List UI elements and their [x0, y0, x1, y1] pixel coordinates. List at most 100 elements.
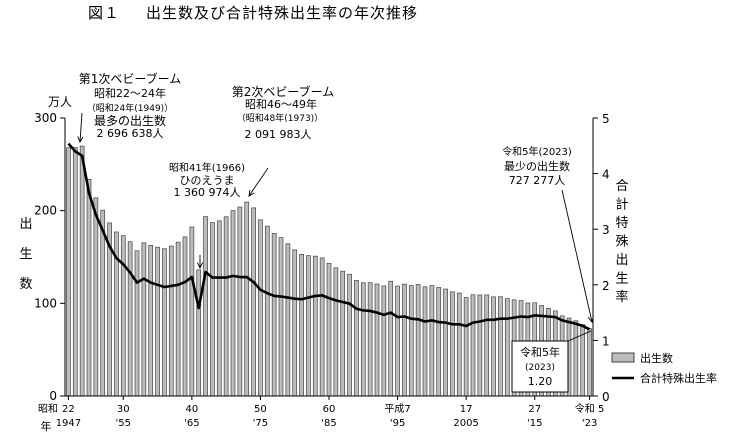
hinoeuma-annotation-line: ひのえうま — [180, 174, 235, 187]
left-tick-label: 300 — [34, 111, 57, 125]
bar-1977 — [271, 233, 277, 397]
left-tick-label: 200 — [34, 204, 57, 218]
bar-1949 — [79, 145, 85, 397]
fertility-rate-polyline — [67, 142, 591, 331]
bar-1992 — [374, 283, 380, 397]
x-tick-year-label: '85 — [321, 418, 336, 429]
right-axis-label-char: 出 — [615, 253, 628, 268]
right-tick-label: 0 — [602, 390, 610, 404]
min-birth-arrow-head — [587, 316, 594, 324]
bar-1966 — [196, 269, 202, 397]
x-tick-label: 17 — [460, 404, 473, 415]
boom2-annotation-line: 2 091 983人 — [245, 128, 312, 141]
x-tick-year-label: '65 — [184, 418, 199, 429]
x-tick-year-label: 1947 — [56, 418, 81, 429]
chart-title: 図１ 出生数及び合計特殊出生率の年次推移 — [88, 2, 444, 23]
left-unit-label: 万人 — [48, 95, 72, 109]
bar-2003 — [450, 291, 455, 397]
bar-1989 — [354, 280, 359, 397]
boom1-arrow — [79, 112, 83, 143]
bar-1987 — [340, 270, 346, 397]
bar-1971 — [230, 210, 236, 397]
bar-1978 — [278, 237, 284, 397]
bar-2004 — [456, 292, 462, 397]
bar-1990 — [360, 282, 366, 397]
bar-1956 — [127, 241, 133, 397]
boom1-annotation-line: 第1次ベビーブーム — [79, 71, 182, 86]
hinoeuma-annotation-line: 昭和41年(1966) — [169, 161, 245, 174]
bar-1994 — [388, 280, 394, 397]
x-tick-year-label: '15 — [527, 418, 542, 429]
axis-ticks: 0100200300万人出生数012345合計特殊出生率22194730'554… — [19, 95, 628, 433]
left-tick-label: 0 — [49, 389, 57, 403]
hinoeuma-arrow-head — [196, 262, 204, 270]
x-tick-label: 22 — [62, 404, 75, 415]
x-tick-label: 30 — [117, 404, 130, 415]
figure-number: 図１ — [88, 4, 121, 22]
right-tick-label: 1 — [602, 334, 610, 348]
boom1-annotation-line: （昭和24年(1949)） — [87, 102, 173, 114]
right-axis-label-char: 特 — [615, 216, 628, 231]
bar-1950 — [86, 179, 92, 397]
legend-line-label: 合計特殊出生率 — [640, 371, 717, 385]
right-axis-label-char: 率 — [615, 289, 628, 305]
boom1-annotation-line: 最多の出生数 — [94, 113, 166, 128]
bar-1963 — [175, 241, 181, 397]
x-tick-year-label: '23 — [582, 418, 597, 429]
x-tick-year-label: '55 — [116, 418, 131, 429]
x-tick-label: 40 — [185, 404, 198, 415]
bar-1995 — [395, 285, 400, 397]
boom2-annotation-line: 昭和46～49年 — [245, 97, 317, 111]
boom1-arrow-head — [77, 136, 84, 144]
min-birth-annotation-line: 727 277人 — [509, 174, 566, 187]
bar-2023 — [587, 328, 592, 397]
bar-1998 — [415, 284, 421, 397]
bar-1997 — [408, 285, 414, 397]
right-tick-label: 4 — [602, 168, 610, 182]
bar-1999 — [422, 286, 428, 397]
bar-1952 — [100, 209, 106, 397]
bar-1986 — [333, 267, 339, 397]
bar-1964 — [182, 236, 188, 397]
bar-1960 — [155, 246, 160, 397]
bar-1980 — [292, 249, 298, 397]
bar-1969 — [216, 220, 222, 397]
rate-2023-box — [511, 340, 569, 393]
right-axis-label-char: 合 — [615, 179, 628, 194]
right-axis-label-char: 計 — [615, 197, 628, 213]
x-tick-label: 50 — [254, 404, 267, 415]
x-tick-year-label: '95 — [390, 418, 405, 429]
x-year-unit-label: 年 — [41, 419, 52, 433]
boom2-annotation-line: 第2次ベビーブーム — [232, 84, 335, 99]
bar-2021 — [573, 320, 579, 397]
boom1-annotation-line: 昭和22～24年 — [94, 86, 166, 100]
left-axis-label-char: 出 — [19, 217, 32, 232]
bar-1973 — [244, 201, 250, 397]
legend-bar-label: 出生数 — [640, 351, 673, 365]
bar-1958 — [141, 242, 147, 397]
x-tick-year-label: '75 — [253, 418, 268, 429]
rate-2023-label: (2023) — [525, 363, 555, 373]
bar-1970 — [223, 216, 229, 397]
bar-1979 — [285, 243, 291, 397]
bar-2010 — [498, 296, 503, 397]
right-tick-label: 2 — [602, 279, 610, 293]
right-axis-label-char: 殊 — [615, 235, 628, 250]
bar-2011 — [504, 298, 510, 397]
bar-1993 — [381, 285, 387, 397]
bar-1955 — [120, 235, 126, 397]
bar-2008 — [484, 294, 490, 397]
bar-2006 — [470, 294, 476, 397]
bar-1972 — [237, 206, 243, 397]
bar-2000 — [429, 285, 435, 397]
bar-1967 — [203, 216, 208, 397]
left-tick-label: 100 — [34, 296, 57, 310]
bar-1962 — [168, 245, 174, 397]
birth-bars — [66, 145, 592, 397]
bar-1991 — [367, 282, 373, 397]
bar-2005 — [463, 297, 469, 397]
legend-bar-swatch — [611, 352, 635, 363]
min-birth-arrow — [561, 189, 593, 323]
bar-1961 — [162, 248, 167, 397]
